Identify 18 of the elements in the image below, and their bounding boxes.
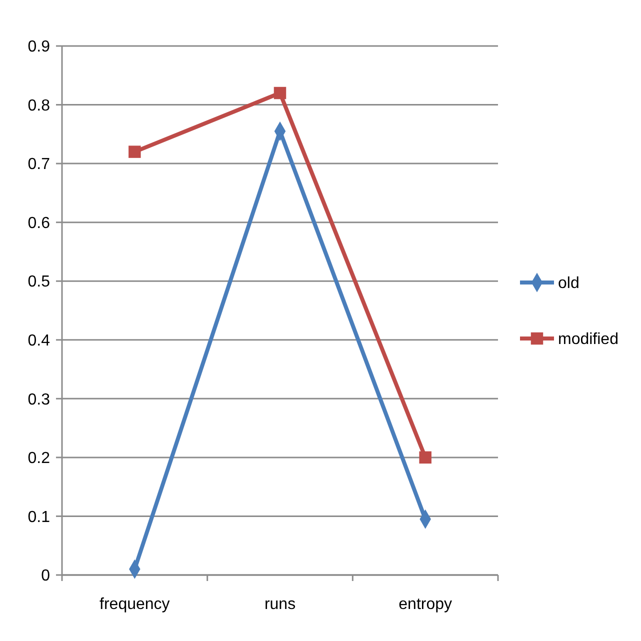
legend-label: old xyxy=(558,275,580,292)
y-tick-label: 0.1 xyxy=(28,508,50,526)
point xyxy=(128,146,141,158)
y-tick-label: 0.6 xyxy=(28,214,50,232)
y-tick-label: 0.8 xyxy=(28,97,50,114)
y-tick-label: 0.3 xyxy=(28,391,50,408)
y-tick-label: 0 xyxy=(41,568,50,585)
x-tick-label: runs xyxy=(264,596,296,613)
y-tick-label: 0.5 xyxy=(28,274,50,291)
y-tick-label: 0.4 xyxy=(28,332,50,350)
y-tick-label: 0.7 xyxy=(28,156,50,174)
point xyxy=(274,86,286,100)
y-tick-label: 0.9 xyxy=(28,38,50,56)
y-tick-label: 0.2 xyxy=(28,450,50,468)
x-tick-label: frequency xyxy=(100,596,170,613)
x-tick-label: entropy xyxy=(398,596,452,613)
legend-label: modified xyxy=(558,331,618,348)
point xyxy=(419,451,432,464)
